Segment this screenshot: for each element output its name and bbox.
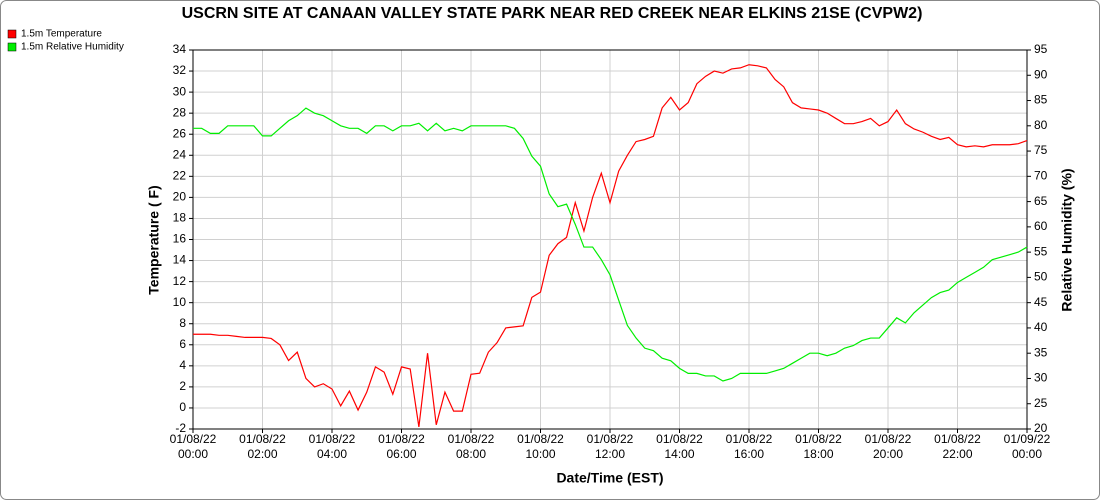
- y2-tick-label: 85: [1034, 93, 1048, 107]
- x-tick-label: 01/09/22: [1004, 432, 1051, 446]
- y-axis-label: Temperature ( F): [146, 185, 162, 294]
- y-tick-label: 8: [179, 316, 186, 330]
- x-tick-label: 01/08/22: [239, 432, 286, 446]
- x-tick-label: 01/08/22: [656, 432, 703, 446]
- x-tick-label: 01/08/22: [934, 432, 981, 446]
- legend-label: 1.5m Temperature: [21, 29, 102, 40]
- y-tick-label: 0: [179, 400, 186, 414]
- x-tick-label: 20:00: [873, 447, 903, 461]
- y-tick-label: 22: [173, 169, 187, 183]
- y2-tick-label: 35: [1034, 345, 1048, 359]
- y-tick-label: -2: [175, 421, 186, 435]
- y-tick-label: 4: [179, 358, 186, 372]
- x-tick-label: 01/08/22: [309, 432, 356, 446]
- x-tick-label: 12:00: [595, 447, 625, 461]
- x-tick-label: 04:00: [317, 447, 347, 461]
- y-tick-label: 12: [173, 274, 187, 288]
- y-tick-label: 32: [173, 63, 187, 77]
- legend-swatch: [7, 42, 17, 52]
- x-tick-label: 00:00: [1012, 447, 1042, 461]
- y2-tick-label: 95: [1034, 42, 1048, 56]
- y2-tick-label: 90: [1034, 67, 1048, 81]
- series-line: [193, 107, 1028, 382]
- y2-tick-label: 55: [1034, 244, 1048, 258]
- y-tick-label: 2: [179, 379, 186, 393]
- x-tick-label: 01/08/22: [726, 432, 773, 446]
- y-tick-label: 28: [173, 105, 187, 119]
- y-tick-label: 30: [173, 84, 187, 98]
- plot-border: [192, 49, 1028, 430]
- legend-label: 1.5m Relative Humidity: [21, 42, 124, 53]
- y-tick-label: 14: [173, 253, 187, 267]
- y2-tick-label: 20: [1034, 421, 1048, 435]
- y-tick-label: 24: [173, 147, 187, 161]
- x-tick-label: 01/08/22: [517, 432, 564, 446]
- y-tick-label: 20: [173, 190, 187, 204]
- y2-tick-label: 75: [1034, 143, 1048, 157]
- x-tick-label: 16:00: [734, 447, 764, 461]
- y-tick-label: 10: [173, 295, 187, 309]
- y2-tick-label: 60: [1034, 219, 1048, 233]
- series-line: [193, 64, 1028, 427]
- y-tick-label: 34: [173, 42, 187, 56]
- y-tick-label: 6: [179, 337, 186, 351]
- x-tick-label: 08:00: [456, 447, 486, 461]
- x-tick-label: 01/08/22: [587, 432, 634, 446]
- y2-tick-label: 40: [1034, 320, 1048, 334]
- y-tick-label: 18: [173, 211, 187, 225]
- x-tick-label: 01/08/22: [865, 432, 912, 446]
- x-tick-label: 01/08/22: [448, 432, 495, 446]
- y-tick-label: 16: [173, 232, 187, 246]
- y2-tick-label: 70: [1034, 169, 1048, 183]
- x-tick-label: 01/08/22: [795, 432, 842, 446]
- x-tick-label: 22:00: [942, 447, 972, 461]
- x-tick-label: 18:00: [803, 447, 833, 461]
- y2-tick-label: 65: [1034, 194, 1048, 208]
- chart-title: USCRN SITE AT CANAAN VALLEY STATE PARK N…: [182, 5, 923, 22]
- y2-tick-label: 30: [1034, 371, 1048, 385]
- y2-tick-label: 80: [1034, 118, 1048, 132]
- x-axis-label: Date/Time (EST): [556, 470, 663, 486]
- legend-swatch: [7, 29, 17, 39]
- y2-tick-label: 45: [1034, 295, 1048, 309]
- x-tick-label: 01/08/22: [170, 432, 217, 446]
- x-tick-label: 00:00: [178, 447, 208, 461]
- x-tick-label: 14:00: [664, 447, 694, 461]
- y2-axis-label: Relative Humidity (%): [1059, 168, 1075, 311]
- y2-tick-label: 25: [1034, 396, 1048, 410]
- x-tick-label: 01/08/22: [378, 432, 425, 446]
- x-tick-label: 02:00: [247, 447, 277, 461]
- y2-tick-label: 50: [1034, 270, 1048, 284]
- x-tick-label: 06:00: [386, 447, 416, 461]
- y-tick-label: 26: [173, 126, 187, 140]
- x-tick-label: 10:00: [525, 447, 555, 461]
